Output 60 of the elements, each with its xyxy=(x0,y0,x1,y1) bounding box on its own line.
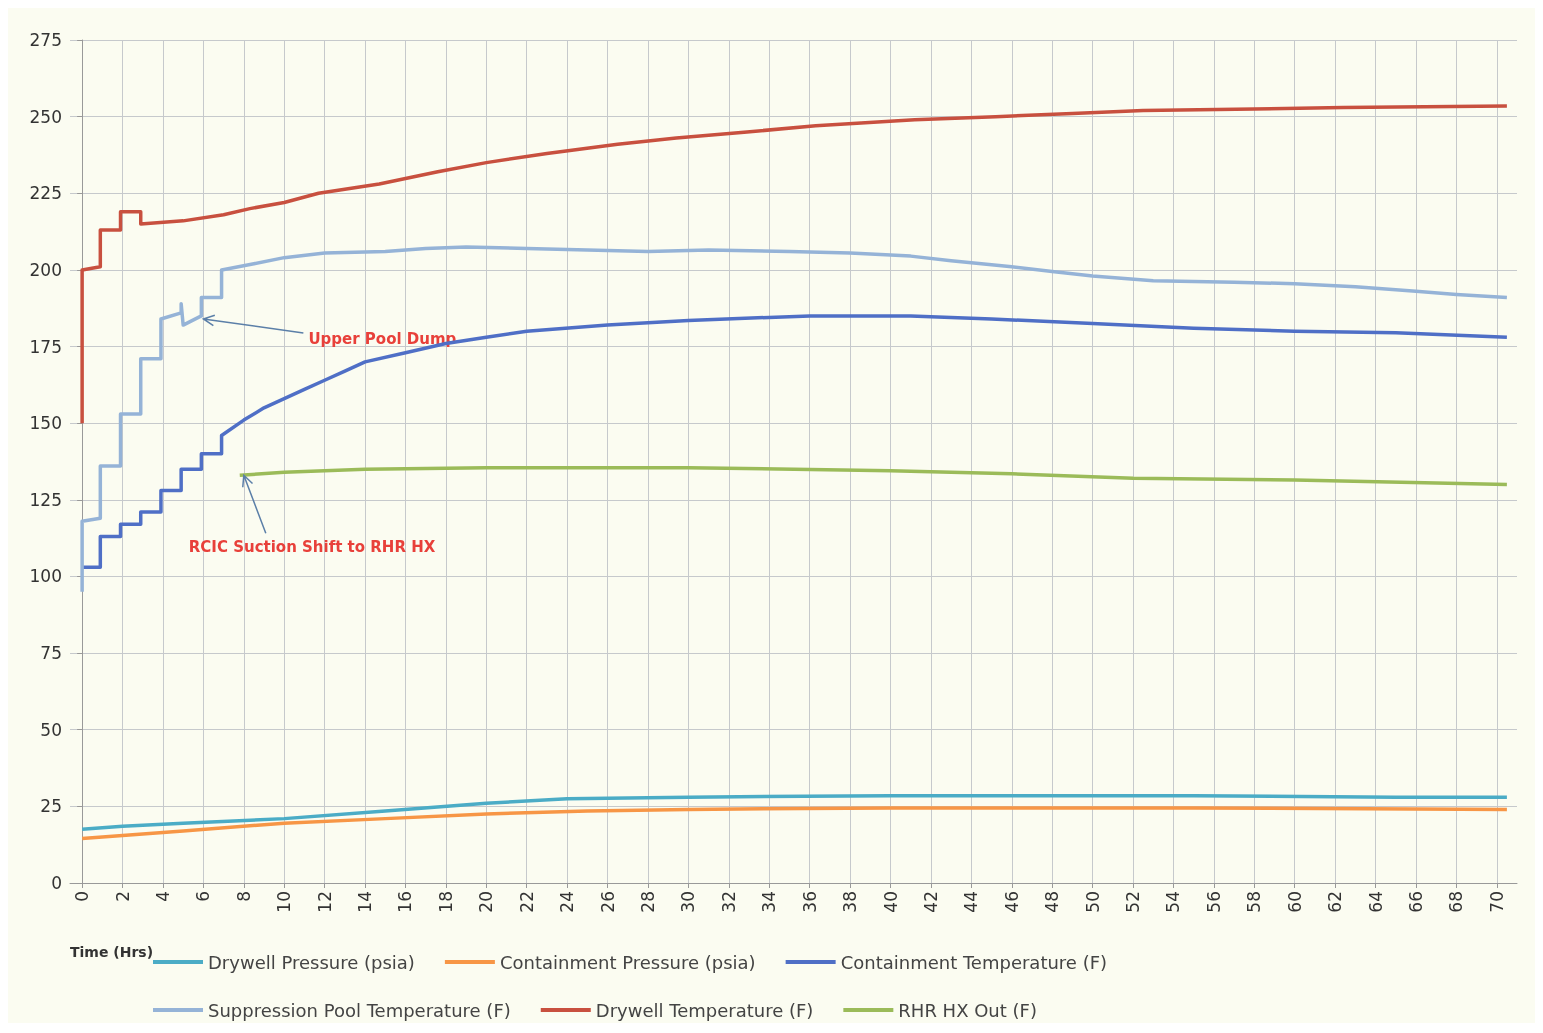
y-tick-label: 250 xyxy=(29,106,62,127)
line-series xyxy=(80,806,1509,841)
x-tick-label: 8 xyxy=(233,891,254,902)
y-tick-label: 225 xyxy=(29,183,62,204)
x-tick-label: 60 xyxy=(1284,891,1305,913)
y-tick-label: 100 xyxy=(29,566,62,587)
x-tick-label: 34 xyxy=(759,891,780,913)
x-tick-label: 70 xyxy=(1486,891,1507,913)
line-series xyxy=(80,793,1509,832)
y-tick-label: 150 xyxy=(29,413,62,434)
x-tick-label: 16 xyxy=(395,891,416,913)
legend-label: Suppression Pool Temperature (F) xyxy=(208,999,511,1021)
x-axis-title: Time (Hrs) xyxy=(70,944,154,960)
y-tick-label: 175 xyxy=(29,336,62,357)
x-tick-label: 44 xyxy=(961,891,982,913)
x-tick-label: 36 xyxy=(799,891,820,913)
x-tick-label: 20 xyxy=(476,891,497,913)
x-tick-label: 62 xyxy=(1325,891,1346,913)
x-tick-label: 46 xyxy=(1001,891,1022,913)
legend-label: Containment Pressure (psia) xyxy=(499,951,756,973)
y-tick-label: 125 xyxy=(29,489,62,510)
x-tick-label: 22 xyxy=(516,891,537,913)
x-tick-label: 30 xyxy=(678,891,699,913)
x-tick-label: 2 xyxy=(112,891,133,902)
x-tick-label: 66 xyxy=(1405,891,1426,913)
x-tick-label: 50 xyxy=(1082,891,1103,913)
x-tick-label: 64 xyxy=(1365,891,1386,913)
x-tick-label: 18 xyxy=(435,891,456,913)
line-series xyxy=(80,104,1509,425)
x-tick-label: 4 xyxy=(152,891,173,902)
line-series xyxy=(80,245,1509,594)
legend-label: Drywell Temperature (F) xyxy=(595,999,814,1021)
x-tick-label: 14 xyxy=(355,891,376,913)
y-tick-label: 50 xyxy=(40,719,62,740)
x-tick-label: 58 xyxy=(1244,891,1265,913)
x-tick-label: 12 xyxy=(314,891,335,913)
y-tick-label: 25 xyxy=(40,796,62,817)
x-tick-label: 24 xyxy=(557,891,578,913)
legend-label: Drywell Pressure (psia) xyxy=(208,951,415,973)
x-tick-label: 56 xyxy=(1203,891,1224,913)
x-tick-label: 6 xyxy=(193,891,214,902)
x-tick-label: 42 xyxy=(920,891,941,913)
x-tick-label: 28 xyxy=(637,891,658,913)
x-tick-label: 48 xyxy=(1042,891,1063,913)
x-tick-label: 32 xyxy=(718,891,739,913)
annotation: RCIC Suction Shift to RHR HX xyxy=(188,538,436,557)
x-tick-label: 26 xyxy=(597,891,618,913)
y-tick-label: 200 xyxy=(29,259,62,280)
legend-label: RHR HX Out (F) xyxy=(898,999,1037,1021)
x-tick-label: 40 xyxy=(880,891,901,913)
x-tick-label: 0 xyxy=(72,891,93,902)
x-tick-label: 54 xyxy=(1163,891,1184,913)
line-series xyxy=(238,465,1509,487)
x-tick-label: 52 xyxy=(1123,891,1144,913)
y-tick-label: 75 xyxy=(40,643,62,664)
y-tick-label: 275 xyxy=(29,30,62,50)
x-tick-label: 10 xyxy=(274,891,295,913)
x-tick-label: 68 xyxy=(1446,891,1467,913)
legend-label: Containment Temperature (F) xyxy=(840,951,1108,973)
x-tick-label: 38 xyxy=(840,891,861,913)
